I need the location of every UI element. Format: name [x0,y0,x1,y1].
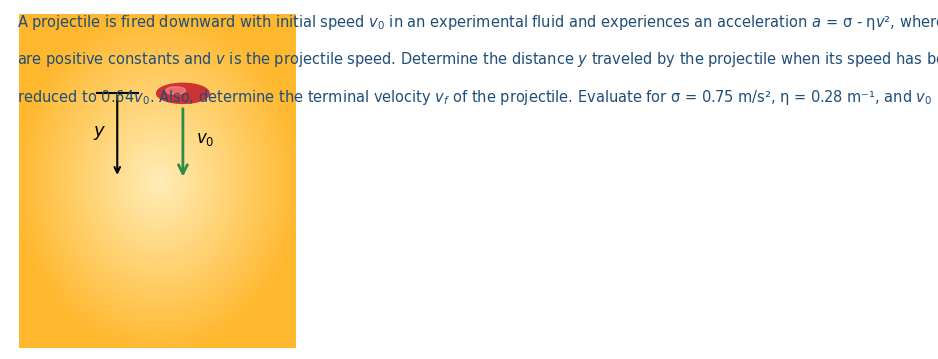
Circle shape [166,87,186,94]
Text: $v_0$: $v_0$ [196,130,215,148]
Text: are positive constants and $v$ is the projectile speed. Determine the distance $: are positive constants and $v$ is the pr… [17,50,938,69]
Text: $y$: $y$ [93,124,106,142]
Text: reduced to 0.64$v_0$. Also, determine the terminal velocity $v_f$ of the project: reduced to 0.64$v_0$. Also, determine th… [17,88,938,107]
Text: A projectile is fired downward with initial speed $v_0$ in an experimental fluid: A projectile is fired downward with init… [17,13,938,32]
Circle shape [157,83,209,103]
